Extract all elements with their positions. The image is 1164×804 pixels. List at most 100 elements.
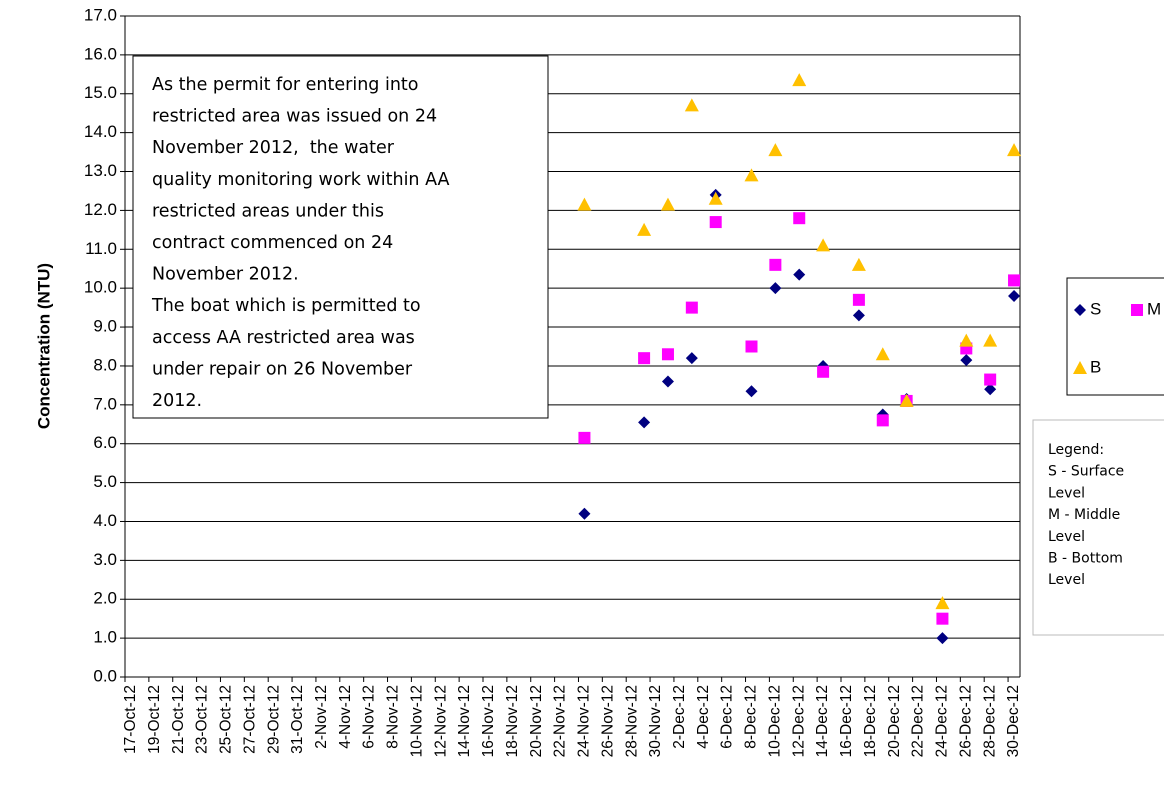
y-tick-label: 7.0 (93, 394, 117, 413)
annotation-line: November 2012. (152, 265, 299, 285)
legend-box (1066, 277, 1164, 396)
x-tick-label: 10-Nov-12 (408, 685, 425, 757)
x-tick-label: 21-Oct-12 (170, 685, 187, 754)
point (876, 414, 889, 427)
y-tick-label: 16.0 (84, 44, 117, 63)
point (935, 596, 950, 610)
point (851, 257, 866, 271)
x-tick-label: 28-Nov-12 (623, 685, 640, 757)
point (769, 258, 782, 271)
annotation-line: As the permit for entering into (152, 75, 418, 95)
point (792, 73, 807, 87)
point (959, 333, 974, 347)
point (817, 365, 830, 378)
point (709, 216, 722, 229)
legend-marker (1131, 304, 1143, 316)
point (1007, 143, 1022, 157)
point (984, 383, 997, 396)
y-tick-label: 10.0 (84, 278, 117, 297)
y-tick-label: 8.0 (93, 355, 117, 374)
point (708, 191, 723, 205)
x-tick-label: 18-Nov-12 (504, 685, 521, 757)
point (578, 507, 591, 520)
x-tick-label: 20-Dec-12 (886, 685, 903, 757)
x-tick-label: 22-Dec-12 (910, 685, 927, 757)
y-tick-label: 9.0 (93, 317, 117, 336)
x-tick-label: 6-Nov-12 (361, 685, 378, 749)
x-tick-label: 20-Nov-12 (528, 685, 545, 757)
x-tick-label: 26-Nov-12 (599, 685, 616, 757)
x-tick-label: 8-Dec-12 (743, 685, 760, 749)
annotation-line: The boat which is permitted to (151, 296, 421, 316)
x-tick-label: 30-Nov-12 (647, 685, 664, 757)
point (578, 431, 591, 444)
x-tick-label: 24-Dec-12 (934, 685, 951, 757)
x-tick-label: 28-Dec-12 (981, 685, 998, 757)
y-tick-label: 4.0 (93, 511, 117, 530)
legend-note-line: Level (1048, 529, 1085, 545)
legend-label: B (1090, 357, 1101, 376)
point (661, 375, 674, 388)
point (745, 340, 758, 353)
x-tick-label: 16-Nov-12 (480, 685, 497, 757)
point (960, 354, 973, 367)
x-tick-label: 2-Nov-12 (313, 685, 330, 749)
x-tick-label: 29-Oct-12 (265, 685, 282, 754)
point (660, 197, 675, 211)
y-tick-label: 13.0 (84, 161, 117, 180)
x-tick-label: 16-Dec-12 (838, 685, 855, 757)
annotation-line: November 2012, the water (152, 138, 395, 158)
annotation-line: restricted areas under this (152, 201, 384, 221)
point (745, 385, 758, 398)
y-tick-label: 3.0 (93, 550, 117, 569)
point (685, 352, 698, 365)
y-tick-label: 15.0 (84, 83, 117, 102)
x-tick-label: 12-Dec-12 (790, 685, 807, 757)
x-tick-label: 2-Dec-12 (671, 685, 688, 749)
annotation-line: 2012. (152, 391, 202, 411)
point (769, 282, 782, 295)
annotation-line: access AA restricted area was (152, 328, 415, 348)
point (875, 347, 890, 361)
legend-note-line: M - Middle (1048, 507, 1120, 523)
legend-note: Legend: S - Surface Level M - Middle Level B … (1032, 419, 1164, 636)
point (793, 212, 806, 225)
legend-note-line: Level (1048, 572, 1085, 588)
legend-note-line: Level (1048, 485, 1085, 501)
point (661, 348, 674, 361)
y-tick-label: 5.0 (93, 472, 117, 491)
legend-label: M (1147, 299, 1161, 318)
x-tick-label: 23-Oct-12 (194, 685, 211, 754)
point (638, 352, 651, 365)
y-axis-label: Concentration (NTU) (34, 263, 53, 429)
point (1008, 274, 1021, 287)
x-tick-label: 26-Dec-12 (957, 685, 974, 757)
legend-marker (1074, 304, 1086, 316)
legend-note-box (1032, 419, 1164, 636)
point (577, 197, 592, 211)
annotation-line: restricted area was issued on 24 (152, 107, 437, 127)
annotation-line: quality monitoring work within AA (152, 170, 450, 190)
annotation-line: under repair on 26 November (152, 359, 413, 379)
x-tick-label: 27-Oct-12 (241, 685, 258, 754)
x-tick-label: 4-Dec-12 (695, 685, 712, 749)
x-tick-label: 17-Oct-12 (122, 685, 139, 754)
x-tick-label: 12-Nov-12 (432, 685, 449, 757)
point (685, 301, 698, 314)
x-tick-label: 30-Dec-12 (1005, 685, 1022, 757)
x-tick-label: 18-Dec-12 (862, 685, 879, 757)
y-tick-label: 1.0 (93, 628, 117, 647)
x-tick-label: 24-Nov-12 (576, 685, 593, 757)
point (684, 98, 699, 112)
x-tick-label: 25-Oct-12 (218, 685, 235, 754)
y-tick-label: 14.0 (84, 122, 117, 141)
annotation-line: contract commenced on 24 (152, 233, 393, 253)
point (637, 222, 652, 236)
y-tick-label: 2.0 (93, 589, 117, 608)
point (793, 268, 806, 281)
legend-marker (1073, 361, 1087, 374)
y-tick-label: 17.0 (84, 5, 117, 24)
annotation: As the permit for entering into restricte… (132, 55, 549, 419)
x-tick-label: 22-Nov-12 (552, 685, 569, 757)
